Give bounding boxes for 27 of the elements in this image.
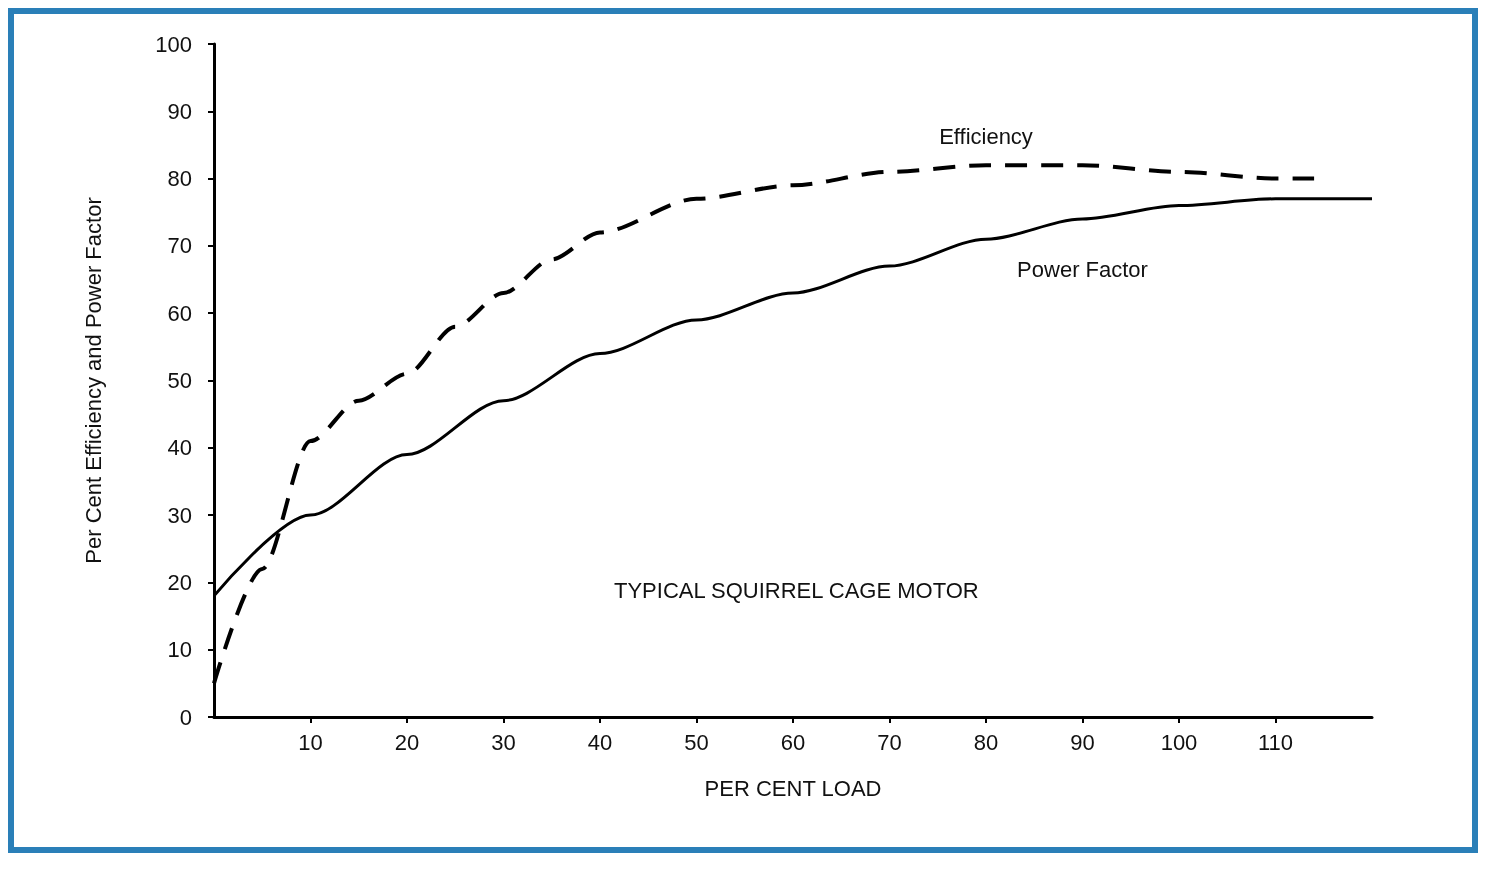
y-tick-label: 0 <box>179 704 192 730</box>
x-tick-label: 100 <box>1160 729 1198 755</box>
x-tick-label: 80 <box>973 729 999 755</box>
y-tick-label: 100 <box>155 31 192 57</box>
y-axis-title: Per Cent Efficiency and Power Factor <box>80 197 106 564</box>
x-tick-label: 110 <box>1257 729 1294 755</box>
y-tick-label: 40 <box>167 435 192 461</box>
y-tick-label: 20 <box>167 569 192 595</box>
annotation: TYPICAL SQUIRREL CAGE MOTOR <box>614 577 979 603</box>
y-tick-label: 80 <box>167 166 192 192</box>
y-tick-label: 70 <box>167 233 192 259</box>
x-tick-label: 10 <box>298 729 323 755</box>
y-tick-label: 10 <box>167 637 192 663</box>
y-tick-label: 50 <box>167 368 192 393</box>
y-tick-label: 30 <box>167 502 192 528</box>
y-tick-label: 90 <box>167 98 192 124</box>
x-tick-label: 20 <box>394 729 420 755</box>
x-tick-label: 40 <box>587 729 613 755</box>
series-label: Power Factor <box>1017 257 1148 283</box>
series-label: Efficiency <box>939 123 1033 149</box>
x-tick-label: 50 <box>684 729 709 755</box>
x-tick-label: 90 <box>1070 729 1095 755</box>
x-axis-title: PER CENT LOAD <box>704 775 882 801</box>
x-tick-label: 60 <box>780 729 806 755</box>
x-tick-label: 70 <box>877 729 902 755</box>
x-tick-label: 30 <box>491 729 516 755</box>
y-tick-label: 60 <box>167 300 192 326</box>
